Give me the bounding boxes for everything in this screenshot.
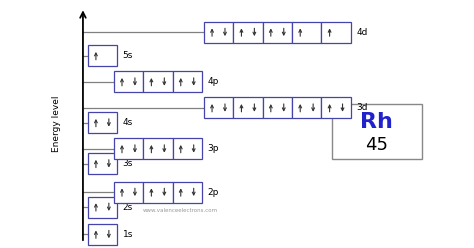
Bar (321, 97, 351, 119)
Bar (204, 22, 233, 43)
Text: 2s: 2s (123, 203, 133, 212)
Text: 3s: 3s (123, 159, 133, 168)
Bar (173, 138, 202, 159)
Bar (88, 112, 117, 133)
Bar (332, 104, 422, 159)
Text: 4d: 4d (356, 28, 368, 37)
Bar (233, 97, 263, 119)
Bar (204, 97, 233, 119)
Bar (114, 71, 143, 93)
Text: 5s: 5s (123, 51, 133, 60)
Bar (233, 22, 263, 43)
Text: 2p: 2p (208, 188, 219, 197)
Bar (263, 22, 292, 43)
Bar (88, 224, 117, 245)
Bar (143, 71, 173, 93)
Bar (88, 45, 117, 66)
Bar (114, 182, 143, 203)
Bar (88, 196, 117, 218)
Text: 3p: 3p (208, 144, 219, 153)
Bar (292, 97, 321, 119)
Bar (173, 182, 202, 203)
Text: 4p: 4p (208, 77, 219, 86)
Bar (143, 138, 173, 159)
Text: 1s: 1s (123, 230, 133, 239)
Bar (321, 22, 351, 43)
Text: www.valenceelectrons.com: www.valenceelectrons.com (143, 208, 218, 213)
Bar (292, 22, 321, 43)
Text: 4s: 4s (123, 118, 133, 127)
Text: Energy level: Energy level (53, 96, 61, 152)
Bar (88, 153, 117, 174)
Bar (173, 71, 202, 93)
Text: Rh: Rh (360, 112, 393, 132)
Bar (114, 138, 143, 159)
Text: 45: 45 (365, 136, 388, 154)
Bar (143, 182, 173, 203)
Text: 3d: 3d (356, 103, 368, 112)
Bar (263, 97, 292, 119)
